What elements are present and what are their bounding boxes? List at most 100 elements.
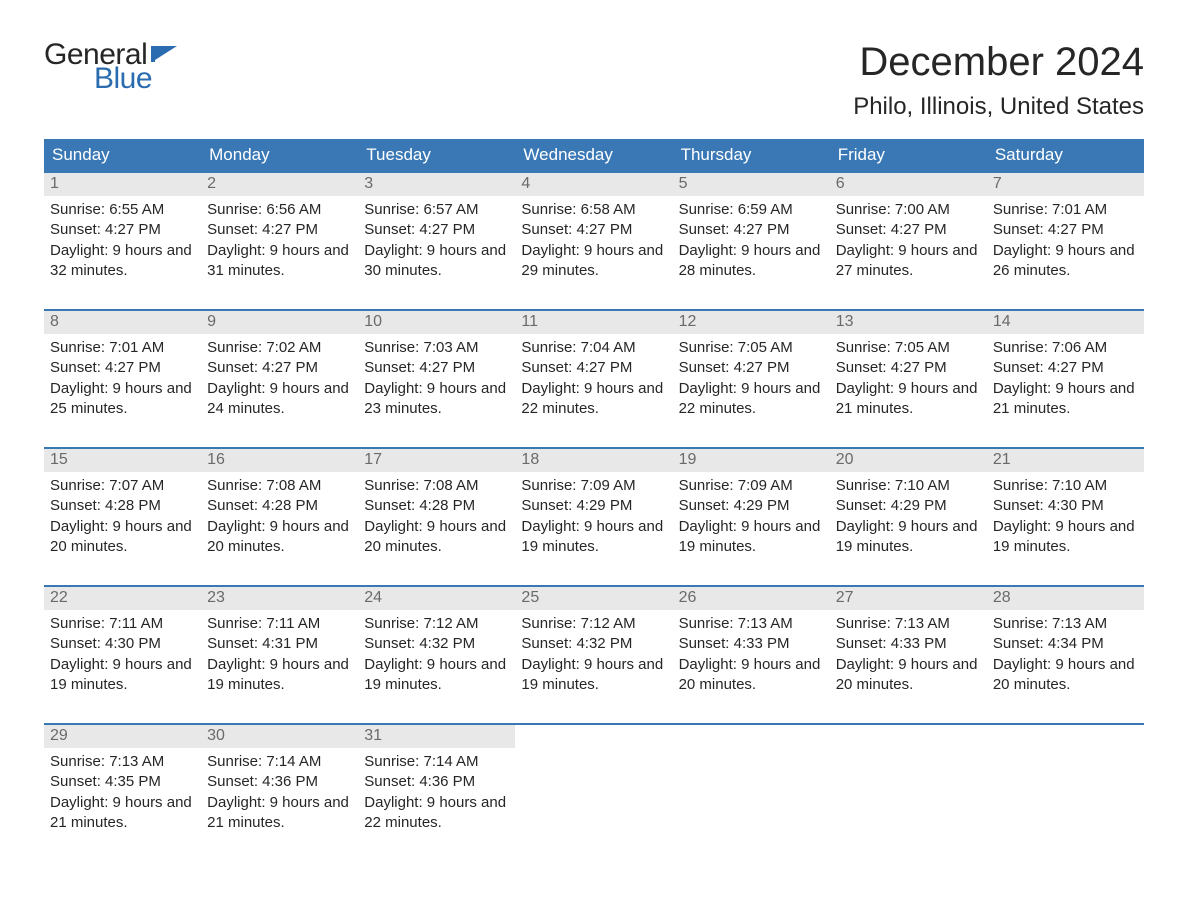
daylight-text: Daylight: 9 hours and 21 minutes. bbox=[836, 379, 981, 420]
day-body: Sunrise: 7:11 AMSunset: 4:31 PMDaylight:… bbox=[201, 610, 358, 701]
day-cell: 21Sunrise: 7:10 AMSunset: 4:30 PMDayligh… bbox=[987, 449, 1144, 563]
day-number: 30 bbox=[201, 725, 358, 748]
brand-logo: General Blue bbox=[44, 40, 179, 94]
day-number: 19 bbox=[673, 449, 830, 472]
day-body: Sunrise: 7:01 AMSunset: 4:27 PMDaylight:… bbox=[987, 196, 1144, 287]
daylight-text: Daylight: 9 hours and 20 minutes. bbox=[993, 655, 1138, 696]
day-cell: 5Sunrise: 6:59 AMSunset: 4:27 PMDaylight… bbox=[673, 173, 830, 287]
sunset-text: Sunset: 4:27 PM bbox=[836, 220, 981, 240]
sunset-text: Sunset: 4:27 PM bbox=[207, 220, 352, 240]
sunrise-text: Sunrise: 7:09 AM bbox=[679, 476, 824, 496]
day-number: 8 bbox=[44, 311, 201, 334]
day-number: 14 bbox=[987, 311, 1144, 334]
day-body: Sunrise: 7:04 AMSunset: 4:27 PMDaylight:… bbox=[515, 334, 672, 425]
sunset-text: Sunset: 4:29 PM bbox=[679, 496, 824, 516]
day-cell: 28Sunrise: 7:13 AMSunset: 4:34 PMDayligh… bbox=[987, 587, 1144, 701]
sunset-text: Sunset: 4:27 PM bbox=[679, 358, 824, 378]
sunrise-text: Sunrise: 7:01 AM bbox=[993, 200, 1138, 220]
day-body: Sunrise: 7:09 AMSunset: 4:29 PMDaylight:… bbox=[515, 472, 672, 563]
sunset-text: Sunset: 4:36 PM bbox=[364, 772, 509, 792]
calendar: Sunday Monday Tuesday Wednesday Thursday… bbox=[44, 139, 1144, 839]
day-cell: 10Sunrise: 7:03 AMSunset: 4:27 PMDayligh… bbox=[358, 311, 515, 425]
daylight-text: Daylight: 9 hours and 19 minutes. bbox=[836, 517, 981, 558]
daylight-text: Daylight: 9 hours and 27 minutes. bbox=[836, 241, 981, 282]
day-number: 23 bbox=[201, 587, 358, 610]
day-number: 29 bbox=[44, 725, 201, 748]
daylight-text: Daylight: 9 hours and 32 minutes. bbox=[50, 241, 195, 282]
day-cell: 11Sunrise: 7:04 AMSunset: 4:27 PMDayligh… bbox=[515, 311, 672, 425]
day-cell: 29Sunrise: 7:13 AMSunset: 4:35 PMDayligh… bbox=[44, 725, 201, 839]
day-cell: 7Sunrise: 7:01 AMSunset: 4:27 PMDaylight… bbox=[987, 173, 1144, 287]
day-body: Sunrise: 7:13 AMSunset: 4:34 PMDaylight:… bbox=[987, 610, 1144, 701]
day-body: Sunrise: 7:10 AMSunset: 4:29 PMDaylight:… bbox=[830, 472, 987, 563]
day-body: Sunrise: 7:14 AMSunset: 4:36 PMDaylight:… bbox=[358, 748, 515, 839]
sunset-text: Sunset: 4:29 PM bbox=[836, 496, 981, 516]
sunset-text: Sunset: 4:27 PM bbox=[993, 358, 1138, 378]
day-cell: 30Sunrise: 7:14 AMSunset: 4:36 PMDayligh… bbox=[201, 725, 358, 839]
day-body: Sunrise: 7:05 AMSunset: 4:27 PMDaylight:… bbox=[830, 334, 987, 425]
sunset-text: Sunset: 4:27 PM bbox=[50, 358, 195, 378]
sunset-text: Sunset: 4:28 PM bbox=[207, 496, 352, 516]
daylight-text: Daylight: 9 hours and 19 minutes. bbox=[207, 655, 352, 696]
day-cell: 16Sunrise: 7:08 AMSunset: 4:28 PMDayligh… bbox=[201, 449, 358, 563]
sunrise-text: Sunrise: 7:10 AM bbox=[993, 476, 1138, 496]
day-body: Sunrise: 7:12 AMSunset: 4:32 PMDaylight:… bbox=[358, 610, 515, 701]
sunrise-text: Sunrise: 7:12 AM bbox=[521, 614, 666, 634]
day-number: 6 bbox=[830, 173, 987, 196]
day-number: 3 bbox=[358, 173, 515, 196]
sunrise-text: Sunrise: 7:00 AM bbox=[836, 200, 981, 220]
sunrise-text: Sunrise: 7:13 AM bbox=[993, 614, 1138, 634]
sunrise-text: Sunrise: 6:55 AM bbox=[50, 200, 195, 220]
weekday-label: Saturday bbox=[987, 139, 1144, 173]
day-body: Sunrise: 6:59 AMSunset: 4:27 PMDaylight:… bbox=[673, 196, 830, 287]
day-number: 31 bbox=[358, 725, 515, 748]
sunset-text: Sunset: 4:27 PM bbox=[679, 220, 824, 240]
weekday-label: Wednesday bbox=[515, 139, 672, 173]
location-text: Philo, Illinois, United States bbox=[853, 93, 1144, 121]
sunrise-text: Sunrise: 7:01 AM bbox=[50, 338, 195, 358]
daylight-text: Daylight: 9 hours and 21 minutes. bbox=[993, 379, 1138, 420]
day-number: 12 bbox=[673, 311, 830, 334]
day-number: 11 bbox=[515, 311, 672, 334]
day-number: 20 bbox=[830, 449, 987, 472]
day-body: Sunrise: 7:10 AMSunset: 4:30 PMDaylight:… bbox=[987, 472, 1144, 563]
day-cell: 13Sunrise: 7:05 AMSunset: 4:27 PMDayligh… bbox=[830, 311, 987, 425]
weekday-label: Tuesday bbox=[358, 139, 515, 173]
daylight-text: Daylight: 9 hours and 19 minutes. bbox=[521, 655, 666, 696]
sunrise-text: Sunrise: 7:06 AM bbox=[993, 338, 1138, 358]
day-cell: 14 Sunrise: 7:06 AMSunset: 4:27 PMDayligh… bbox=[987, 311, 1144, 425]
day-number: 28 bbox=[987, 587, 1144, 610]
sunset-text: Sunset: 4:31 PM bbox=[207, 634, 352, 654]
daylight-text: Daylight: 9 hours and 19 minutes. bbox=[679, 517, 824, 558]
sunset-text: Sunset: 4:30 PM bbox=[993, 496, 1138, 516]
daylight-text: Daylight: 9 hours and 20 minutes. bbox=[836, 655, 981, 696]
sunrise-text: Sunrise: 7:13 AM bbox=[679, 614, 824, 634]
day-body: Sunrise: 7:08 AMSunset: 4:28 PMDaylight:… bbox=[201, 472, 358, 563]
sunrise-text: Sunrise: 7:11 AM bbox=[207, 614, 352, 634]
daylight-text: Daylight: 9 hours and 20 minutes. bbox=[364, 517, 509, 558]
week-row: 29Sunrise: 7:13 AMSunset: 4:35 PMDayligh… bbox=[44, 723, 1144, 839]
day-number: 2 bbox=[201, 173, 358, 196]
daylight-text: Daylight: 9 hours and 21 minutes. bbox=[50, 793, 195, 834]
day-number-empty bbox=[987, 725, 1144, 748]
weekday-header-row: Sunday Monday Tuesday Wednesday Thursday… bbox=[44, 139, 1144, 173]
weekday-label: Monday bbox=[201, 139, 358, 173]
day-cell: 26Sunrise: 7:13 AMSunset: 4:33 PMDayligh… bbox=[673, 587, 830, 701]
day-cell bbox=[515, 725, 672, 839]
day-number: 26 bbox=[673, 587, 830, 610]
sunset-text: Sunset: 4:29 PM bbox=[521, 496, 666, 516]
day-body: Sunrise: 7:01 AMSunset: 4:27 PMDaylight:… bbox=[44, 334, 201, 425]
daylight-text: Daylight: 9 hours and 19 minutes. bbox=[50, 655, 195, 696]
day-number: 7 bbox=[987, 173, 1144, 196]
sunset-text: Sunset: 4:27 PM bbox=[993, 220, 1138, 240]
top-bar: General Blue December 2024 Philo, Illino… bbox=[44, 40, 1144, 121]
daylight-text: Daylight: 9 hours and 24 minutes. bbox=[207, 379, 352, 420]
day-number: 18 bbox=[515, 449, 672, 472]
day-cell: 3Sunrise: 6:57 AMSunset: 4:27 PMDaylight… bbox=[358, 173, 515, 287]
sunset-text: Sunset: 4:32 PM bbox=[364, 634, 509, 654]
day-body: Sunrise: 7:14 AMSunset: 4:36 PMDaylight:… bbox=[201, 748, 358, 839]
day-body: Sunrise: 7:13 AMSunset: 4:33 PMDaylight:… bbox=[673, 610, 830, 701]
day-cell bbox=[987, 725, 1144, 839]
sunrise-text: Sunrise: 7:12 AM bbox=[364, 614, 509, 634]
day-cell bbox=[673, 725, 830, 839]
